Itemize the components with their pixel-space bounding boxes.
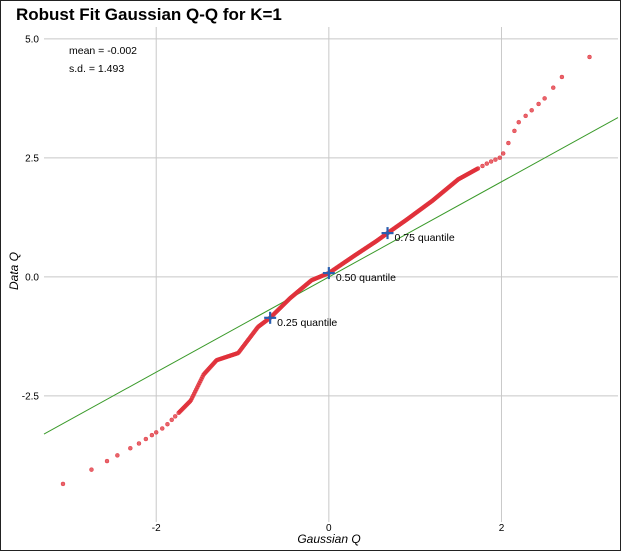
data-point [493, 157, 498, 162]
fit-line-layer [43, 117, 619, 435]
y-tick-label: 2.5 [25, 153, 39, 164]
x-tick-label: 2 [499, 523, 505, 534]
data-point [516, 119, 521, 125]
chart-title: Robust Fit Gaussian Q-Q for K=1 [16, 5, 282, 24]
quantile-label: 0.25 quantile [277, 317, 337, 329]
points-layer [60, 54, 592, 487]
data-point [169, 417, 174, 423]
data-point [480, 163, 485, 169]
data-point [536, 101, 541, 107]
data-point [484, 161, 490, 166]
quantile-markers: 0.25 quantile 0.50 quantile 0.75 quantile [264, 227, 455, 329]
data-point [165, 421, 170, 427]
x-axis-label: Gaussian Q [297, 532, 360, 546]
data-point [512, 128, 517, 134]
data-point [143, 436, 149, 442]
x-tick-label: -2 [152, 523, 161, 534]
fit-line [43, 117, 619, 435]
data-point [153, 430, 159, 435]
tick-labels: -2 0 2 5.0 2.5 0.0 -2.5 [22, 34, 505, 534]
data-point [475, 166, 481, 171]
mean-stat: mean = -0.002 [69, 45, 137, 57]
data-point [542, 96, 547, 101]
data-point [128, 445, 133, 451]
data-point [551, 85, 556, 90]
data-point [497, 155, 502, 160]
data-point [89, 467, 94, 472]
y-tick-label: 5.0 [25, 34, 39, 45]
y-axis-label: Data Q [7, 252, 21, 290]
y-tick-label: -2.5 [22, 391, 40, 402]
quantile-label: 0.75 quantile [395, 232, 455, 244]
data-point [149, 432, 155, 438]
data-point [506, 140, 511, 146]
data-point [529, 108, 534, 113]
data-point [523, 113, 528, 119]
data-point [60, 481, 66, 487]
data-point [559, 74, 565, 80]
data-point [160, 426, 165, 431]
data-point [136, 441, 142, 446]
data-point [104, 458, 110, 464]
data-point [587, 54, 592, 60]
data-point [500, 151, 506, 156]
quantile-label: 0.50 quantile [336, 272, 396, 284]
sd-stat: s.d. = 1.493 [69, 63, 124, 75]
y-tick-label: 0.0 [25, 272, 39, 283]
data-point [488, 159, 494, 164]
data-point [115, 453, 120, 458]
x-tick-label: 0 [326, 523, 332, 534]
grid [44, 27, 618, 522]
data-point [172, 414, 178, 419]
